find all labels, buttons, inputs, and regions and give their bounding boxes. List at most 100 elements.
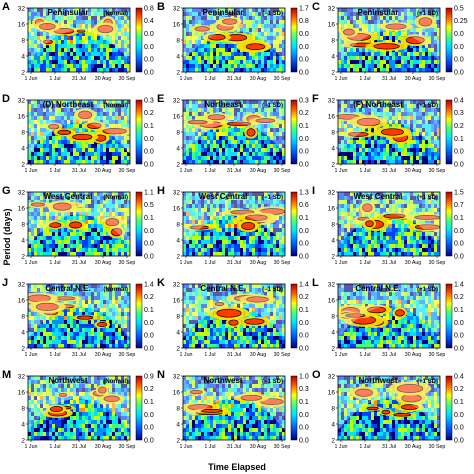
power-cell	[85, 44, 89, 49]
power-cell	[428, 140, 432, 145]
power-cell	[365, 112, 369, 117]
power-cell	[359, 20, 363, 25]
power-cell	[231, 60, 235, 65]
power-cell	[237, 236, 241, 241]
power-cell	[243, 244, 247, 249]
power-cell	[97, 48, 101, 53]
power-cell	[338, 36, 342, 41]
power-cell	[219, 104, 223, 109]
power-cell	[115, 116, 119, 121]
power-cell	[410, 104, 414, 109]
y-tick-label: 4	[176, 237, 180, 244]
power-cell	[94, 160, 98, 164]
power-cell	[231, 204, 235, 209]
power-cell	[70, 228, 74, 233]
power-cell	[365, 140, 369, 145]
power-cell	[246, 244, 250, 249]
power-cell	[243, 140, 247, 145]
power-cell	[413, 136, 417, 141]
power-cell	[240, 252, 244, 256]
power-cell	[28, 16, 32, 21]
power-cell	[79, 128, 83, 133]
power-cell	[76, 24, 80, 29]
power-cell	[356, 104, 360, 109]
power-cell	[34, 108, 38, 113]
power-cell	[88, 244, 92, 249]
power-cell	[338, 140, 342, 145]
power-cell	[258, 52, 262, 57]
power-cell	[377, 32, 381, 37]
power-cell	[341, 212, 345, 217]
power-cell	[276, 228, 280, 233]
power-cell	[380, 192, 384, 197]
power-cell	[70, 108, 74, 113]
power-cell	[109, 200, 113, 205]
power-cell	[401, 104, 405, 109]
y-tick-label: 8	[176, 37, 180, 44]
power-cell	[88, 248, 92, 253]
power-cell	[34, 32, 38, 37]
power-cell	[282, 204, 285, 209]
power-cell	[189, 8, 193, 13]
power-cell	[407, 8, 411, 13]
power-cell	[270, 44, 274, 49]
power-cell	[112, 140, 116, 145]
power-cell	[359, 108, 363, 113]
power-cell	[428, 60, 432, 65]
power-cell	[353, 192, 357, 197]
power-cell	[362, 160, 366, 164]
power-cell	[225, 196, 229, 201]
power-cell	[55, 44, 59, 49]
power-cell	[419, 192, 423, 197]
power-cell	[338, 68, 342, 72]
power-cell	[362, 140, 366, 145]
power-cell	[189, 100, 193, 105]
power-cell	[377, 200, 381, 205]
power-cell	[431, 196, 435, 201]
colorbar-tick-label: 1.1	[144, 189, 154, 196]
colorbar-tick-label: 0.0	[144, 69, 154, 76]
power-cell	[37, 216, 41, 221]
power-blob-core	[357, 118, 381, 126]
power-cell	[264, 160, 268, 164]
power-cell	[192, 192, 196, 197]
power-cell	[234, 240, 238, 245]
power-cell	[371, 52, 375, 57]
power-cell	[192, 36, 196, 41]
power-cell	[97, 224, 101, 229]
power-cell	[240, 16, 244, 21]
power-cell	[127, 224, 130, 229]
power-cell	[207, 64, 211, 69]
power-cell	[404, 192, 408, 197]
power-cell	[228, 104, 232, 109]
power-cell	[52, 244, 56, 249]
power-cell	[255, 24, 259, 29]
power-cell	[67, 124, 71, 129]
x-tick-label: 30 Sep	[429, 76, 446, 82]
power-cell	[189, 124, 193, 129]
power-cell	[43, 36, 47, 41]
power-cell	[425, 132, 429, 137]
power-cell	[73, 144, 77, 149]
power-cell	[124, 212, 128, 217]
power-cell	[243, 136, 247, 141]
power-cell	[368, 48, 372, 53]
power-cell	[88, 100, 92, 105]
power-cell	[64, 196, 68, 201]
power-cell	[106, 192, 110, 197]
power-cell	[261, 224, 265, 229]
power-cell	[103, 112, 107, 117]
power-cell	[67, 156, 71, 161]
power-cell	[392, 60, 396, 65]
colorbar-tick-label: 0.0	[299, 228, 309, 235]
power-cell	[127, 64, 130, 69]
power-cell	[425, 208, 429, 213]
power-cell	[76, 144, 80, 149]
power-cell	[201, 20, 205, 25]
colorbar-tick-label: 1.7	[299, 5, 309, 12]
power-cell	[79, 252, 83, 256]
power-cell	[37, 116, 41, 121]
power-cell	[359, 196, 363, 201]
power-cell	[258, 20, 262, 25]
power-cell	[55, 60, 59, 65]
